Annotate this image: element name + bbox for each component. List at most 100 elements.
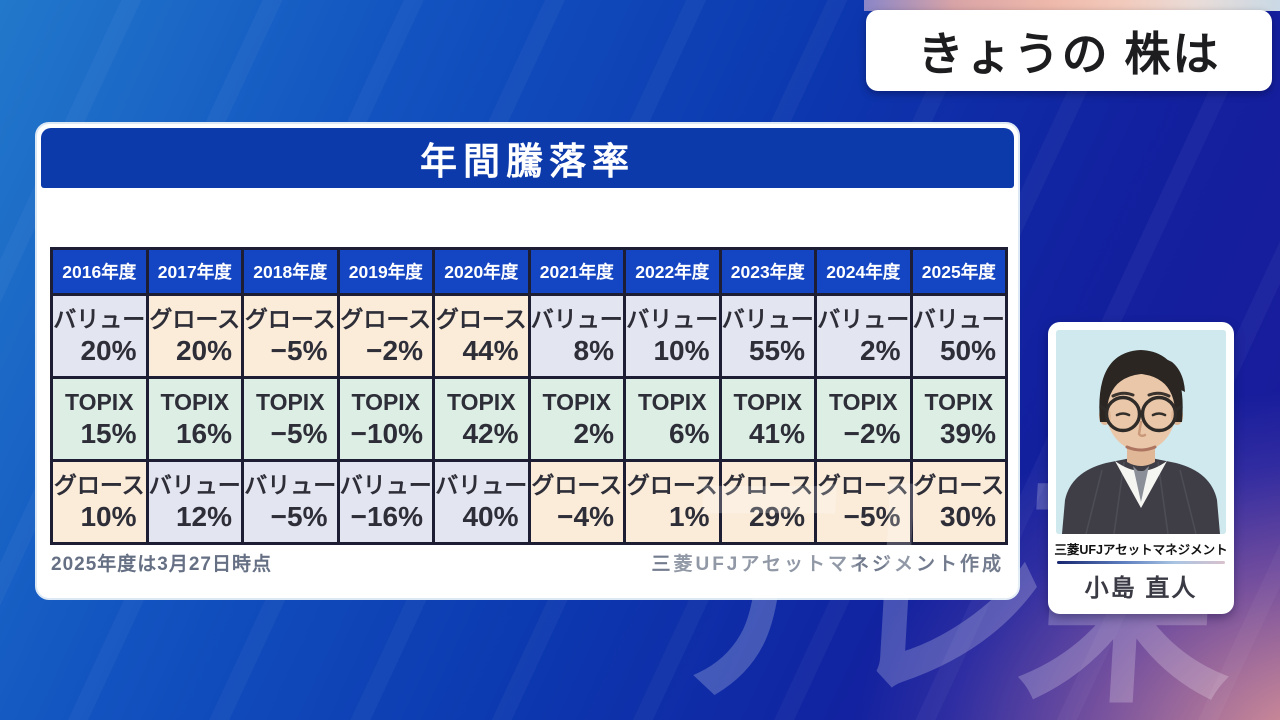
return-cell-category: グロース xyxy=(722,471,814,498)
return-cell-value: −16% xyxy=(350,500,423,532)
program-title: きょうの 株は xyxy=(917,27,1221,80)
panel-title-text: 年間騰落率 xyxy=(420,141,635,182)
return-cell-value: −10% xyxy=(350,417,423,449)
year-header-cell: 2017年度 xyxy=(145,247,244,296)
year-header-cell: 2018年度 xyxy=(241,247,340,296)
return-cell-category: バリュー xyxy=(435,471,528,498)
year-header-cell: 2022年度 xyxy=(623,247,722,296)
return-cell: バリュー 20% xyxy=(50,293,149,379)
return-cell-value: 15% xyxy=(80,417,137,449)
return-cell-category: グロース xyxy=(531,471,623,498)
analyst-portrait-illustration xyxy=(1056,330,1226,534)
return-cell-category: TOPIX xyxy=(64,388,134,415)
return-cell: バリュー 55% xyxy=(718,293,817,379)
return-cell-category: グロース xyxy=(149,305,241,332)
return-cell-category: TOPIX xyxy=(924,388,994,415)
return-cell: グロース −5% xyxy=(814,459,913,545)
return-cell-category: TOPIX xyxy=(733,388,803,415)
return-cell-category: グロース xyxy=(435,305,527,332)
return-cell-value: 50% xyxy=(939,334,996,366)
return-cell-value: 10% xyxy=(653,334,710,366)
return-cell-category: バリュー xyxy=(912,305,1005,332)
return-cell: バリュー −5% xyxy=(241,459,340,545)
return-cell-category: グロース xyxy=(626,471,718,498)
return-cell: バリュー 10% xyxy=(623,293,722,379)
return-cell-value: −2% xyxy=(843,417,901,449)
return-cell: TOPIX −5% xyxy=(241,376,340,462)
return-cell-value: 29% xyxy=(748,500,805,532)
return-cell: グロース 44% xyxy=(432,293,531,379)
return-cell-value: 39% xyxy=(939,417,996,449)
return-cell-value: 41% xyxy=(748,417,805,449)
return-cell-category: グロース xyxy=(53,471,145,498)
return-cell-value: 40% xyxy=(462,500,519,532)
return-cell: バリュー 2% xyxy=(814,293,913,379)
analyst-name: 小島 直人 xyxy=(1084,575,1198,602)
return-cell-category: TOPIX xyxy=(828,388,898,415)
return-cell-value: −2% xyxy=(366,334,423,366)
return-cell-category: バリュー xyxy=(53,305,146,332)
year-header-cell: 2023年度 xyxy=(718,247,817,296)
return-cell-value: 16% xyxy=(175,417,232,449)
return-cell: TOPIX 16% xyxy=(145,376,244,462)
return-cell-category: グロース xyxy=(244,305,336,332)
return-cell-value: 20% xyxy=(175,334,232,366)
return-cell: TOPIX 42% xyxy=(432,376,531,462)
return-cell: TOPIX 39% xyxy=(909,376,1008,462)
return-cell-value: −4% xyxy=(557,500,614,532)
analyst-affiliation: 三菱UFJアセットマネジメント xyxy=(1054,543,1228,557)
return-cell-value: −5% xyxy=(270,417,328,449)
return-cell-category: バリュー xyxy=(817,305,910,332)
return-cell: バリュー 50% xyxy=(909,293,1008,379)
year-header-cell: 2016年度 xyxy=(50,247,149,296)
return-cell: グロース −5% xyxy=(241,293,340,379)
return-cell: グロース −2% xyxy=(336,293,435,379)
return-cell: TOPIX 6% xyxy=(623,376,722,462)
returns-table-wrap: 2016年度 2017年度 2018年度 2019年度 2020年度 2021年度 2022… xyxy=(50,247,1008,545)
return-cell-category: バリュー xyxy=(339,471,432,498)
top-ribbon xyxy=(864,0,1280,11)
return-cell: バリュー 40% xyxy=(432,459,531,545)
return-cell-category: TOPIX xyxy=(637,388,707,415)
annual-returns-table: 2016年度 2017年度 2018年度 2019年度 2020年度 2021年度 2022… xyxy=(50,247,1008,545)
return-cell-category: グロース xyxy=(913,471,1005,498)
return-cell: TOPIX 15% xyxy=(50,376,149,462)
return-cell-category: TOPIX xyxy=(446,388,516,415)
return-cell-value: −5% xyxy=(843,500,901,532)
return-cell-category: グロース xyxy=(340,305,432,332)
return-cell-value: 1% xyxy=(669,500,710,532)
returns-row: グロース 10% バリュー 12% バリュー −5% バリュー −16% バリュー 40% グロース… xyxy=(50,459,1008,545)
return-cell: TOPIX −2% xyxy=(814,376,913,462)
return-cell: グロース 29% xyxy=(718,459,817,545)
return-cell-category: バリュー xyxy=(626,305,719,332)
return-cell-category: バリュー xyxy=(721,305,814,332)
return-cell-category: バリュー xyxy=(530,305,623,332)
return-cell-category: TOPIX xyxy=(542,388,612,415)
return-cell-value: 12% xyxy=(175,500,232,532)
return-cell-value: 20% xyxy=(80,334,137,366)
return-cell-value: 55% xyxy=(748,334,805,366)
return-cell: TOPIX 2% xyxy=(527,376,626,462)
return-cell-value: 10% xyxy=(80,500,137,532)
panel-title-bar: 年間騰落率 xyxy=(41,128,1014,188)
return-cell-value: 30% xyxy=(939,500,996,532)
footnote-credit: 三菱UFJアセットマネジメント作成 xyxy=(651,554,1004,575)
return-cell-value: 2% xyxy=(860,334,901,366)
year-header-cell: 2021年度 xyxy=(527,247,626,296)
return-cell-value: 6% xyxy=(669,417,710,449)
return-cell: グロース 1% xyxy=(623,459,722,545)
analyst-card: 三菱UFJアセットマネジメント 小島 直人 xyxy=(1048,322,1234,614)
return-cell: バリュー 12% xyxy=(145,459,244,545)
return-cell-value: −5% xyxy=(270,500,328,532)
return-cell: バリュー −16% xyxy=(336,459,435,545)
return-cell-value: 2% xyxy=(573,417,614,449)
return-cell: グロース 20% xyxy=(145,293,244,379)
return-cell-category: TOPIX xyxy=(160,388,230,415)
return-cell: TOPIX 41% xyxy=(718,376,817,462)
return-cell-category: TOPIX xyxy=(351,388,421,415)
returns-row: バリュー 20% グロース 20% グロース −5% グロース −2% グロース 44% バリュー 8… xyxy=(50,293,1008,379)
return-cell-category: バリュー xyxy=(148,471,241,498)
footnote-asof: 2025年度は3月27日時点 xyxy=(51,554,272,575)
year-header-cell: 2025年度 xyxy=(909,247,1008,296)
